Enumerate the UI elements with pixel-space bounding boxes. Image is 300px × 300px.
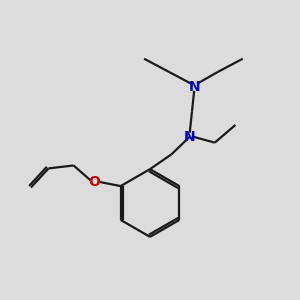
Text: N: N — [188, 80, 200, 94]
Text: N: N — [184, 130, 196, 144]
Text: O: O — [88, 175, 100, 189]
